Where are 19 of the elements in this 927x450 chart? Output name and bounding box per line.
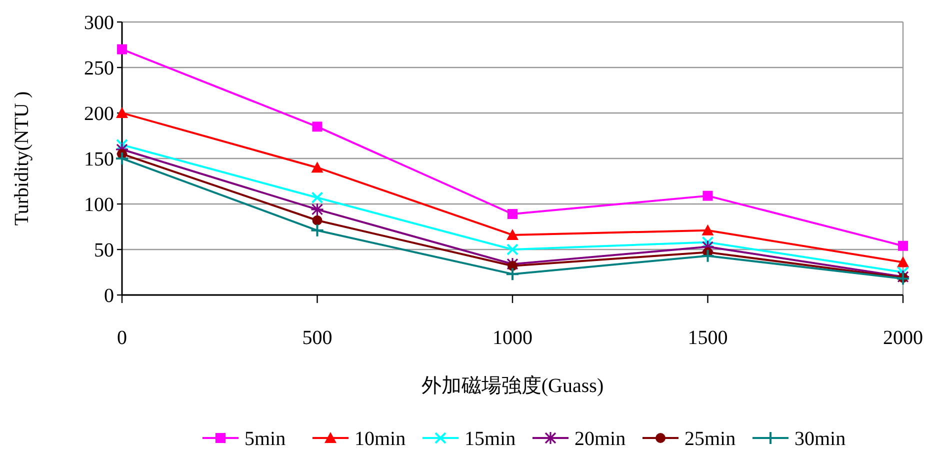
x-tick-label: 2000 [883, 327, 923, 349]
y-tick-label: 0 [104, 285, 114, 307]
y-axis-title: Turbidity(NTU ) [11, 91, 33, 226]
legend-label: 10min [354, 428, 406, 450]
x-tick-label: 1000 [492, 327, 532, 349]
x-axis-title: 外加磁場強度(Guass) [421, 375, 604, 397]
y-tick-label: 50 [94, 240, 114, 262]
legend-label: 30min [794, 428, 846, 450]
legend-label: 5min [244, 428, 286, 450]
y-tick-label: 100 [84, 194, 114, 216]
legend-label: 25min [684, 428, 736, 450]
y-tick-label: 150 [84, 148, 114, 170]
legend-label: 15min [464, 428, 516, 450]
y-tick-label: 300 [84, 12, 114, 34]
legend-label: 20min [574, 428, 626, 450]
y-tick-label: 200 [84, 103, 114, 125]
y-tick-label: 250 [84, 58, 114, 80]
x-tick-label: 1500 [688, 327, 728, 349]
x-tick-label: 500 [302, 327, 332, 349]
